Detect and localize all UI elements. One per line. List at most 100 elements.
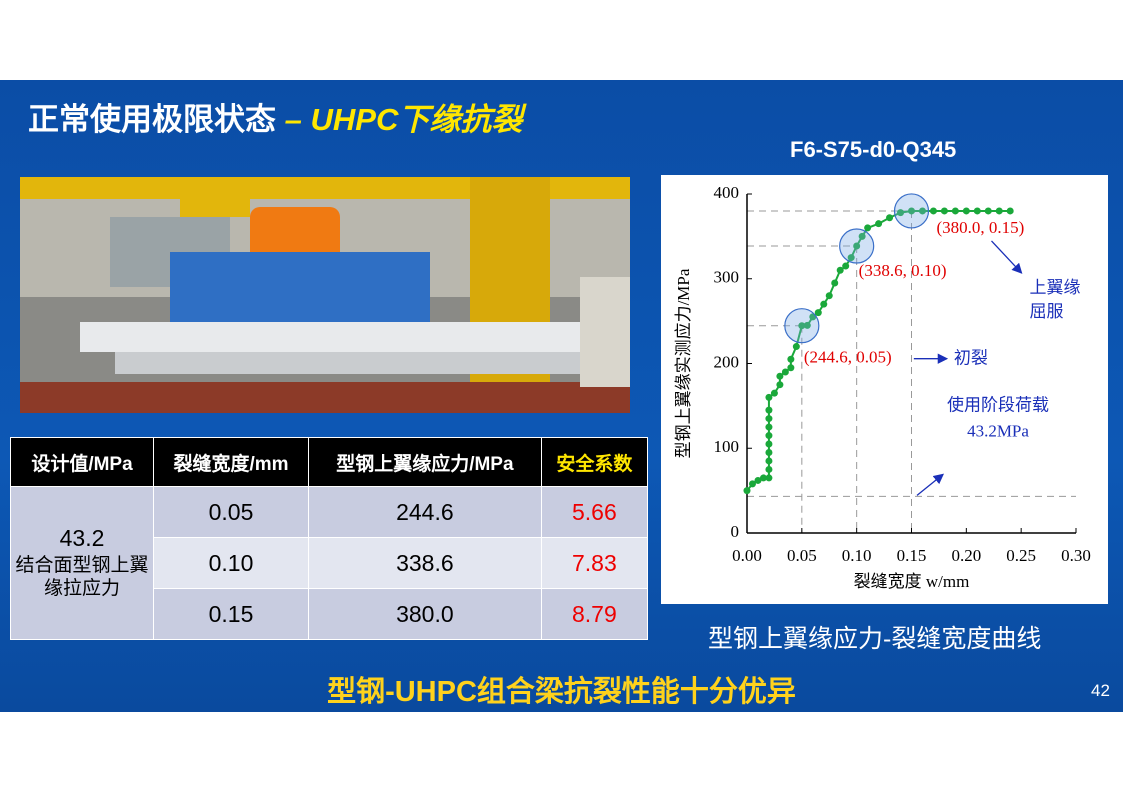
- table-row: 0.15 380.0 8.79: [11, 588, 649, 640]
- title-highlight: UHPC下缘抗裂: [310, 102, 523, 137]
- table-cell: 0.10: [153, 537, 309, 589]
- data-point: [765, 457, 773, 465]
- data-point: [765, 448, 773, 456]
- x-tick-label: 0.00: [732, 546, 762, 565]
- highlight-circle: [839, 228, 875, 264]
- data-point: [770, 389, 778, 397]
- data-point: [776, 381, 784, 389]
- data-point: [858, 232, 866, 240]
- table-cell: 338.6: [307, 537, 542, 589]
- table-header-cell: 裂缝宽度/mm: [153, 437, 309, 487]
- x-tick-label: 0.30: [1061, 546, 1091, 565]
- y-tick-label: 0: [731, 522, 740, 541]
- title-main: 正常使用极限状态: [28, 102, 276, 137]
- table-cell: 380.0: [307, 588, 542, 640]
- data-point: [765, 423, 773, 431]
- x-tick-label: 0.15: [897, 546, 927, 565]
- data-point: [984, 207, 992, 215]
- data-point: [787, 364, 795, 372]
- data-point: [847, 254, 855, 262]
- data-point: [743, 487, 751, 495]
- x-tick-label: 0.10: [842, 546, 872, 565]
- highlight-label: (338.6, 0.10): [859, 261, 947, 280]
- annotation-arrow: [991, 240, 1023, 274]
- data-point: [765, 432, 773, 440]
- data-point: [973, 207, 981, 215]
- slide-title: 正常使用极限状态 – UHPC下缘抗裂: [28, 94, 522, 139]
- design-desc: 结合面型钢上翼缘拉应力: [15, 554, 149, 599]
- data-point: [875, 220, 883, 228]
- data-point: [864, 224, 872, 232]
- service-load-value: 43.2MPa: [967, 421, 1029, 440]
- data-point: [820, 300, 828, 308]
- data-point: [962, 207, 970, 215]
- x-tick-label: 0.05: [787, 546, 817, 565]
- table-header-cell: 型钢上翼缘应力/MPa: [307, 437, 542, 487]
- table-cell: 244.6: [307, 486, 542, 538]
- data-point: [1006, 207, 1014, 215]
- highlight-label: (380.0, 0.15): [937, 218, 1025, 237]
- data-point: [765, 393, 773, 401]
- data-point: [918, 207, 926, 215]
- conclusion: 型钢-UHPC组合梁抗裂性能十分优异: [327, 676, 796, 708]
- data-point: [765, 465, 773, 473]
- data-point: [792, 343, 800, 351]
- data-point: [781, 368, 789, 376]
- data-point: [825, 292, 833, 300]
- data-point: [803, 321, 811, 329]
- x-tick-label: 0.20: [951, 546, 981, 565]
- table-cell: 0.05: [153, 486, 309, 538]
- data-point: [787, 355, 795, 363]
- data-point: [951, 207, 959, 215]
- table-header-cell: 安全系数: [540, 437, 649, 487]
- x-axis-label: 裂缝宽度 w/mm: [854, 572, 970, 591]
- data-point: [897, 209, 905, 217]
- data-point: [908, 207, 915, 215]
- data-point: [831, 279, 839, 287]
- data-point: [995, 207, 1003, 215]
- table-header-cell: 设计值/MPa: [10, 437, 154, 487]
- highlight-label: (244.6, 0.05): [804, 348, 892, 367]
- data-point: [754, 476, 762, 484]
- page-number: 42: [1091, 681, 1110, 700]
- title-dash: –: [284, 102, 302, 137]
- x-tick-label: 0.25: [1006, 546, 1036, 565]
- y-tick-label: 300: [714, 268, 740, 287]
- data-point: [765, 415, 773, 423]
- data-point: [853, 242, 861, 250]
- y-tick-label: 200: [714, 352, 740, 371]
- result-table: 设计值/MPa 裂缝宽度/mm 型钢上翼缘应力/MPa 安全系数 43.2 结合面型钢上翼…: [10, 437, 649, 640]
- data-point: [765, 474, 773, 482]
- data-point: [776, 372, 784, 380]
- data-point: [798, 322, 806, 330]
- table-cell: 7.83: [540, 537, 649, 589]
- data-point: [842, 262, 850, 270]
- data-point: [765, 406, 773, 414]
- highlight-circle: [893, 193, 930, 229]
- chart-caption: 型钢上翼缘应力-裂缝宽度曲线: [708, 625, 1042, 653]
- design-value: 43.2: [59, 524, 105, 551]
- data-point: [759, 474, 767, 482]
- highlight-circle: [784, 308, 820, 344]
- table-cell: 5.66: [540, 486, 649, 538]
- data-point: [836, 266, 844, 274]
- highlight-note: 屈服: [1030, 302, 1064, 322]
- table-row: 0.10 338.6 7.83: [11, 537, 649, 589]
- annotation-arrow: [916, 473, 945, 496]
- data-point: [814, 309, 822, 317]
- data-point: [765, 440, 773, 448]
- y-tick-label: 100: [714, 437, 740, 456]
- data-point: [886, 214, 894, 222]
- y-tick-label: 400: [714, 183, 740, 202]
- highlight-note: 上翼缘: [1030, 278, 1081, 298]
- table-cell: 8.79: [540, 588, 649, 640]
- table-cell: 0.15: [153, 588, 309, 640]
- design-cell: 43.2 结合面型钢上翼缘拉应力: [10, 486, 154, 640]
- data-point: [929, 207, 937, 215]
- table-row: 43.2 结合面型钢上翼缘拉应力 0.05 244.6 5.66: [10, 486, 649, 640]
- data-point: [748, 480, 756, 488]
- chart: 0 100 200 300 400 0.00 0.05 0.10 0.15 0.20 0.25 0.3…: [661, 175, 1108, 604]
- data-point: [940, 207, 948, 215]
- service-load-label: 使用阶段荷载: [947, 394, 1049, 415]
